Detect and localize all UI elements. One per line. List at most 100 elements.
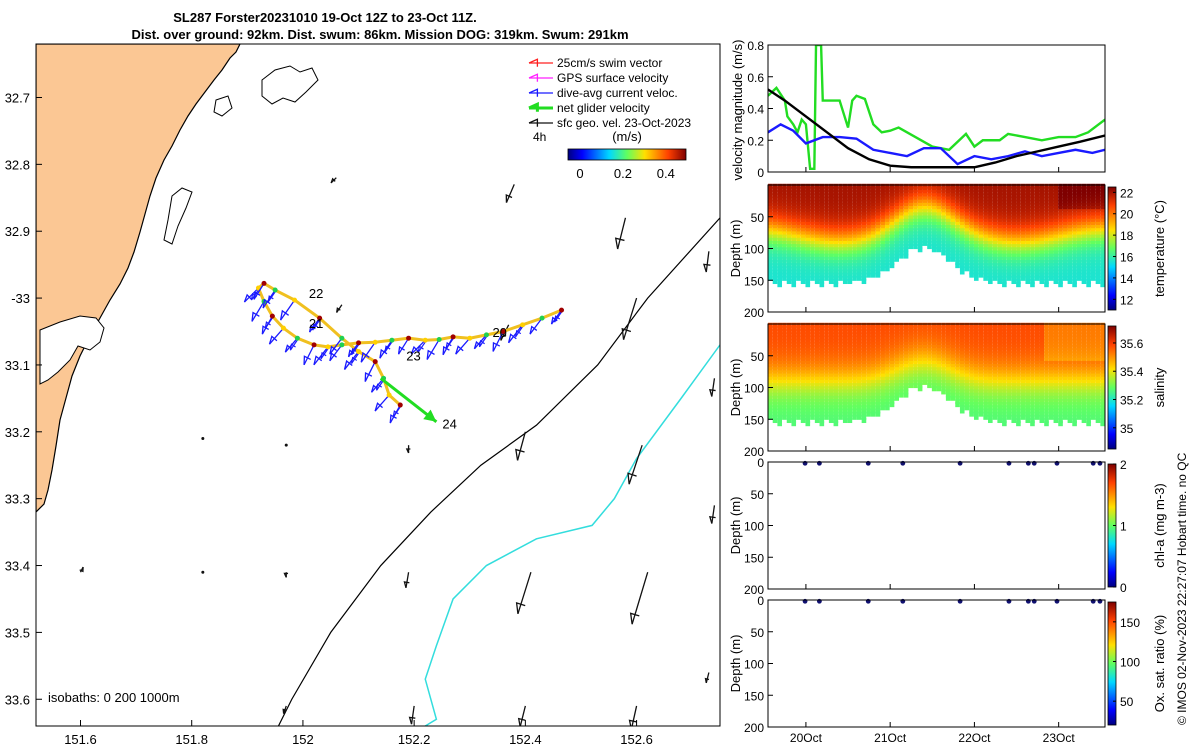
section-cell bbox=[847, 186, 853, 192]
section-cell bbox=[786, 240, 792, 246]
section-cell bbox=[969, 259, 974, 265]
current-vector-head bbox=[320, 351, 327, 359]
section-cell bbox=[997, 402, 1002, 408]
section-cell bbox=[1025, 209, 1031, 215]
section-cell bbox=[1020, 370, 1026, 376]
section-cell bbox=[786, 322, 792, 328]
section-cell bbox=[1067, 418, 1073, 424]
section-cell bbox=[973, 253, 979, 259]
section-cell bbox=[852, 325, 857, 331]
section-cell bbox=[950, 351, 956, 357]
section-cell bbox=[992, 357, 998, 363]
section-cell bbox=[1016, 376, 1021, 382]
section-cell bbox=[838, 263, 843, 269]
section-cell bbox=[791, 322, 797, 328]
section-cell bbox=[828, 275, 834, 281]
section-cell bbox=[1058, 376, 1063, 382]
section-cell bbox=[866, 259, 871, 265]
section-cell bbox=[819, 376, 825, 382]
section-cell bbox=[1062, 253, 1068, 259]
section-cell bbox=[1090, 225, 1096, 231]
section-cell bbox=[772, 196, 778, 202]
section-cell bbox=[978, 269, 984, 275]
section-cell bbox=[950, 322, 956, 328]
section-cell bbox=[1011, 344, 1017, 350]
section-cell bbox=[777, 325, 783, 331]
section-cell bbox=[936, 244, 942, 250]
section-cell bbox=[889, 196, 895, 202]
section-cell bbox=[791, 325, 797, 331]
section-cell bbox=[1039, 341, 1045, 347]
section-cell bbox=[1025, 253, 1031, 259]
section-cell bbox=[1072, 373, 1077, 379]
section-profile bbox=[768, 183, 773, 281]
section-cell bbox=[871, 402, 876, 408]
section-cell bbox=[983, 183, 988, 189]
section-cell bbox=[1011, 367, 1017, 373]
geo-vector-shaft bbox=[631, 705, 638, 726]
section-cell bbox=[856, 225, 862, 231]
section-cell bbox=[871, 398, 876, 404]
section-cell bbox=[1086, 357, 1091, 363]
section-cell bbox=[941, 193, 946, 199]
map-y-tick-label: 33.1 bbox=[5, 358, 30, 373]
current-vector-head bbox=[553, 315, 561, 323]
section-cell bbox=[1067, 386, 1073, 392]
section-cell bbox=[782, 272, 787, 278]
section-cell bbox=[1011, 193, 1017, 199]
section-cell bbox=[1030, 395, 1035, 401]
section-cell bbox=[777, 228, 783, 234]
time-tick-label: 23Oct bbox=[1043, 731, 1076, 745]
section-cell bbox=[1044, 228, 1049, 234]
section-cell bbox=[875, 376, 881, 382]
section-cell bbox=[941, 389, 946, 395]
section-profile bbox=[941, 183, 946, 256]
section-profile bbox=[847, 322, 853, 424]
section-cell bbox=[988, 335, 993, 341]
section-cell bbox=[1016, 335, 1021, 341]
section-cell bbox=[964, 196, 970, 202]
section-cell bbox=[824, 228, 829, 234]
section-cell bbox=[1081, 259, 1087, 265]
section-cell bbox=[786, 247, 792, 253]
section-cell bbox=[880, 231, 885, 237]
section-cell bbox=[814, 402, 820, 408]
section-cell bbox=[917, 240, 923, 246]
section-cell bbox=[814, 408, 820, 414]
section-cell bbox=[842, 322, 848, 328]
section-profile bbox=[871, 183, 876, 278]
section-cell bbox=[861, 373, 867, 379]
section-cell bbox=[796, 256, 801, 262]
section-cell bbox=[1072, 279, 1077, 285]
section-cell bbox=[791, 215, 797, 221]
section-cell bbox=[861, 411, 867, 417]
map-y-tick-label: -33 bbox=[11, 291, 30, 306]
section-cell bbox=[1090, 212, 1096, 218]
section-cell bbox=[782, 190, 787, 196]
section-cell bbox=[983, 240, 988, 246]
section-cell bbox=[899, 186, 904, 192]
section-cell bbox=[1062, 205, 1068, 211]
section-cell bbox=[922, 228, 928, 234]
section-cell bbox=[814, 263, 820, 269]
section-cell bbox=[875, 225, 881, 231]
section-cell bbox=[805, 367, 811, 373]
section-cell bbox=[768, 325, 773, 331]
section-cell bbox=[964, 351, 970, 357]
section-cell bbox=[786, 367, 792, 373]
section-cell bbox=[936, 373, 942, 379]
section-profile bbox=[1002, 322, 1007, 427]
section-cell bbox=[782, 234, 787, 240]
section-cell bbox=[814, 275, 820, 281]
section-cell bbox=[1067, 186, 1073, 192]
section-cell bbox=[786, 392, 792, 398]
section-cell bbox=[973, 395, 979, 401]
map-x-ticks: 151.6 151.8 152 152.2 152.4 152.6 bbox=[64, 720, 653, 747]
section-cell bbox=[1090, 360, 1096, 366]
section-cell bbox=[964, 256, 970, 262]
section-cell bbox=[1044, 405, 1049, 411]
section-cell bbox=[941, 225, 946, 231]
section-cell bbox=[988, 373, 993, 379]
section-cell bbox=[810, 244, 815, 250]
section-cell bbox=[856, 379, 862, 385]
